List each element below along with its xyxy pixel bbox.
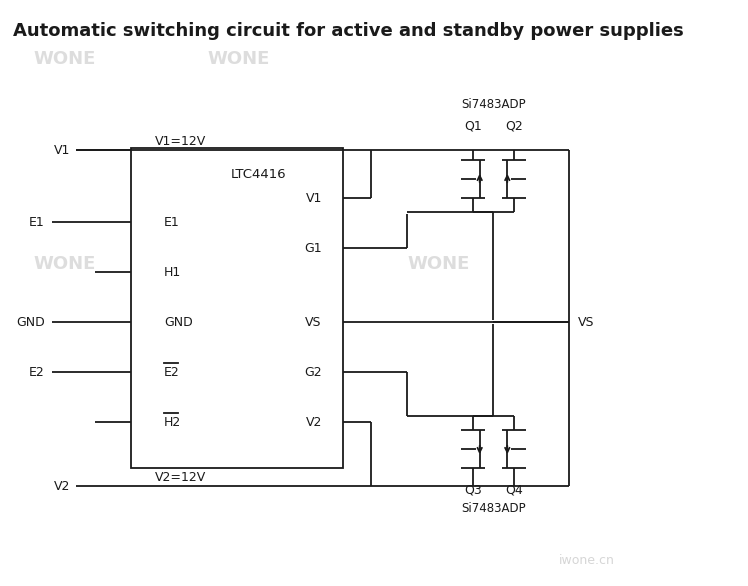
Text: Q1: Q1 [464, 120, 482, 132]
Text: V2: V2 [55, 479, 71, 492]
Text: E2: E2 [164, 366, 180, 379]
Text: V1: V1 [305, 192, 322, 205]
Text: GND: GND [16, 315, 45, 329]
Text: Si7483ADP: Si7483ADP [462, 98, 526, 111]
Text: G1: G1 [304, 241, 322, 254]
Text: V2: V2 [305, 415, 322, 428]
Text: Si7483ADP: Si7483ADP [462, 502, 526, 515]
Text: LTC4416: LTC4416 [231, 169, 286, 182]
Text: E1: E1 [164, 216, 180, 229]
Text: H2: H2 [164, 415, 181, 428]
Bar [131, 148, 343, 468]
Text: WONE: WONE [34, 50, 96, 67]
Text: VS: VS [578, 315, 595, 329]
Text: V1=12V: V1=12V [156, 135, 206, 148]
Text: WONE: WONE [208, 50, 270, 67]
Text: G2: G2 [304, 366, 322, 379]
Text: VS: VS [305, 315, 322, 329]
Text: WONE: WONE [408, 255, 470, 272]
Text: Q4: Q4 [506, 483, 523, 496]
Text: V1: V1 [55, 144, 71, 156]
Text: Q2: Q2 [506, 120, 523, 132]
Text: H1: H1 [164, 265, 181, 278]
Text: E2: E2 [29, 366, 45, 379]
Text: WONE: WONE [208, 255, 270, 272]
Text: V2=12V: V2=12V [156, 471, 206, 484]
Text: WONE: WONE [34, 255, 96, 272]
Text: GND: GND [164, 315, 193, 329]
Text: E1: E1 [29, 216, 45, 229]
Text: Automatic switching circuit for active and standby power supplies: Automatic switching circuit for active a… [13, 22, 684, 40]
Text: Q3: Q3 [464, 483, 482, 496]
Text: iwone.cn: iwone.cn [559, 554, 615, 567]
